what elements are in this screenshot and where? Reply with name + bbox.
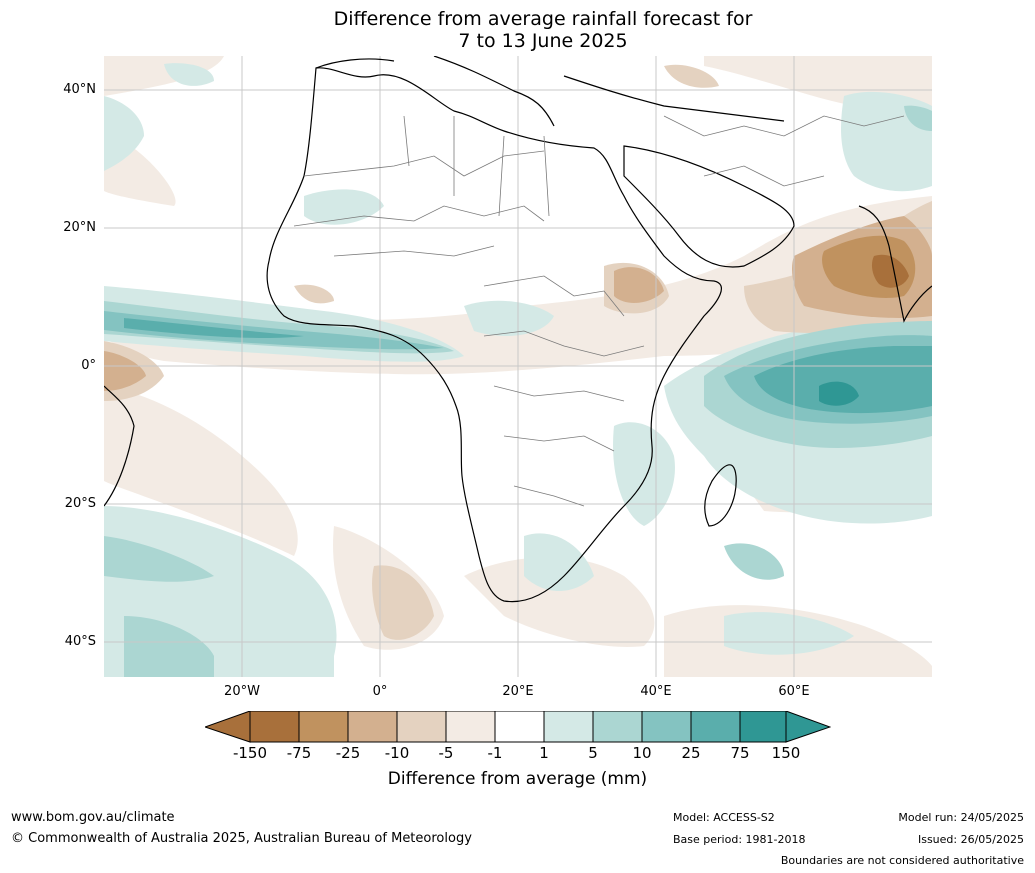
colorbar-tick-label: -75 — [286, 744, 312, 762]
lat-label-20n: 20°N — [63, 220, 96, 235]
lon-label-20w: 20°W — [224, 684, 260, 699]
footer-website: www.bom.gov.au/climate — [11, 810, 175, 825]
colorbar-tick-label: 10 — [632, 744, 652, 762]
africa-coastline — [266, 67, 722, 603]
colorbar-extend-low — [205, 711, 251, 743]
lon-label-20e: 20°E — [502, 684, 534, 699]
colorbar — [205, 711, 831, 743]
lat-label-40s: 40°S — [64, 634, 96, 649]
lon-label-60e: 60°E — [778, 684, 810, 699]
colorbar-tick-label: -5 — [438, 744, 454, 762]
colorbar-tick-label: 150 — [771, 744, 801, 762]
footer-model: Model: ACCESS-S2 — [673, 811, 775, 824]
anomaly-fill-very-wet — [124, 318, 932, 414]
title-line-1: Difference from average rainfall forecas… — [333, 8, 753, 30]
colorbar-extend-high — [785, 711, 831, 743]
lat-label-40n: 40°N — [63, 82, 96, 97]
colorbar-segment-0 — [249, 711, 300, 743]
colorbar-tick-label: -25 — [335, 744, 361, 762]
colorbar-segment-2 — [347, 711, 398, 743]
colorbar-segment-8 — [641, 711, 692, 743]
anomaly-fill-extreme-dry — [871, 254, 909, 288]
footer-disclaimer: Boundaries are not considered authoritat… — [780, 854, 1024, 867]
lat-label-20s: 20°S — [64, 496, 96, 511]
lon-label-40e: 40°E — [640, 684, 672, 699]
arabia-coastline — [623, 145, 795, 268]
anomaly-fill-extreme-wet — [819, 381, 859, 406]
footer-copyright: © Commonwealth of Australia 2025, Austra… — [11, 831, 472, 846]
footer-issued: Issued: 26/05/2025 — [917, 833, 1024, 846]
colorbar-tick-label: -1 — [487, 744, 503, 762]
coastlines — [104, 56, 932, 603]
south-america-coastline — [104, 385, 135, 507]
rainfall-anomaly-map — [104, 56, 932, 677]
madagascar-coastline — [704, 464, 737, 527]
colorbar-segment-5 — [494, 711, 545, 743]
india-coastline — [858, 205, 932, 323]
footer-model-run: Model run: 24/05/2025 — [898, 811, 1024, 824]
title-line-2: 7 to 13 June 2025 — [458, 30, 628, 52]
europe-coastline — [315, 56, 785, 127]
colorbar-tick-label: -150 — [232, 744, 268, 762]
colorbar-segment-1 — [298, 711, 349, 743]
colorbar-tick-label: 5 — [588, 744, 598, 762]
colorbar-segment-7 — [592, 711, 643, 743]
colorbar-tick-label: 25 — [681, 744, 701, 762]
colorbar-tick-label: -10 — [384, 744, 410, 762]
colorbar-tick-label: 1 — [539, 744, 549, 762]
lon-label-0: 0° — [372, 684, 388, 699]
map-title: Difference from average rainfall forecas… — [0, 8, 1035, 52]
colorbar-segment-6 — [543, 711, 594, 743]
colorbar-tick-label: 75 — [730, 744, 750, 762]
colorbar-title: Difference from average (mm) — [387, 769, 648, 789]
lat-label-0: 0° — [81, 358, 96, 373]
map-gridlines — [104, 56, 932, 677]
colorbar-segment-3 — [396, 711, 447, 743]
country-borders — [293, 115, 905, 507]
colorbar-segment-10 — [739, 711, 787, 743]
colorbar-segment-4 — [445, 711, 496, 743]
colorbar-segment-9 — [690, 711, 741, 743]
footer-base-period: Base period: 1981-2018 — [673, 833, 806, 846]
